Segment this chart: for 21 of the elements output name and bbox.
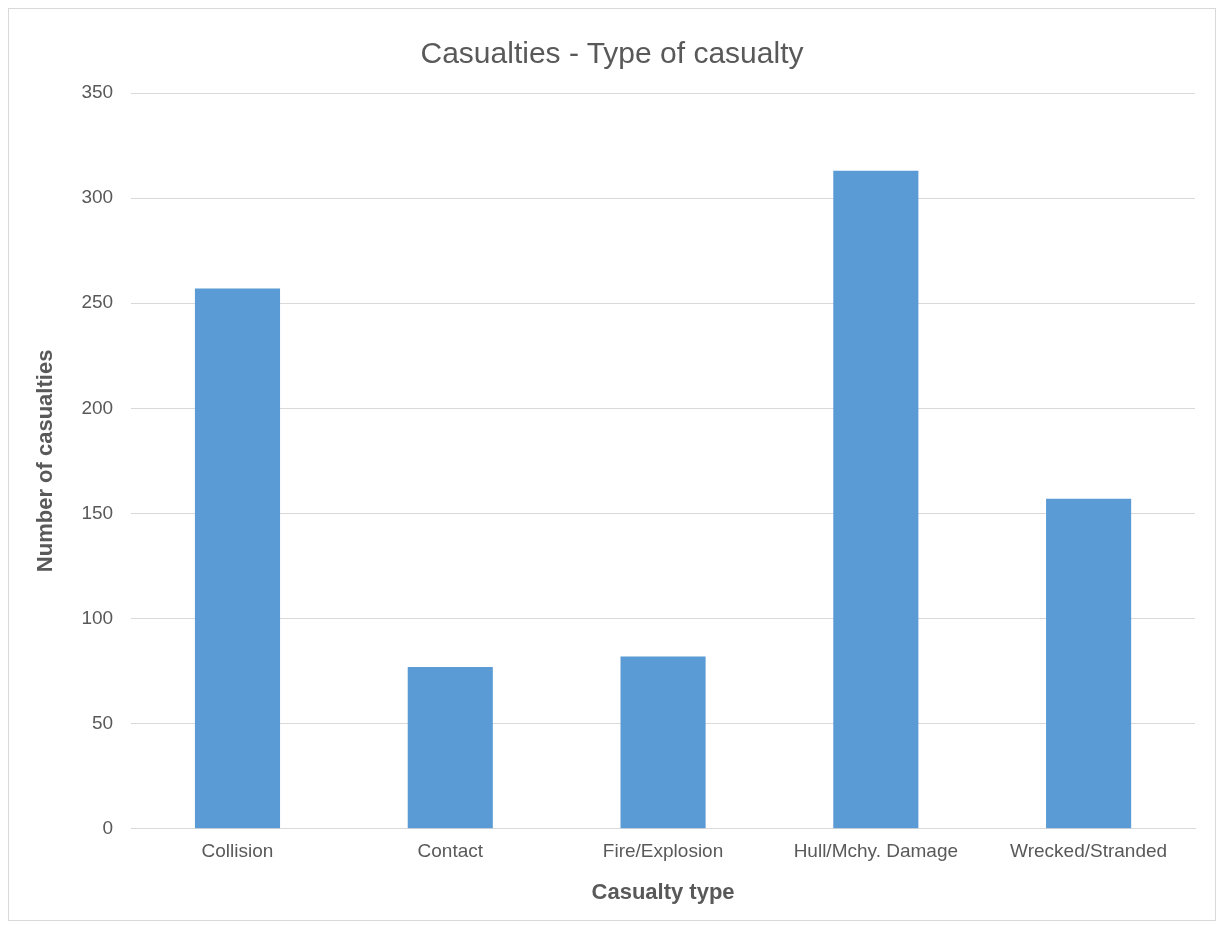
bar (620, 656, 706, 829)
y-tick-label: 300 (81, 186, 114, 208)
y-tick-label: 350 (81, 81, 114, 103)
bar (833, 170, 919, 829)
chart-title: Casualties - Type of casualty (420, 36, 804, 70)
y-tick-label: 100 (81, 606, 114, 628)
y-tick-label: 200 (81, 396, 114, 418)
y-tick-label: 250 (81, 291, 114, 313)
x-tick-label: Contact (417, 840, 484, 862)
bar (1046, 498, 1132, 829)
x-tick-label: Hull/Mchy. Damage (793, 840, 959, 862)
x-tick-label: Fire/Explosion (602, 840, 724, 862)
x-axis-title: Casualty type (591, 878, 735, 904)
y-axis-title: Number of casualties (32, 349, 58, 573)
bar (407, 666, 493, 829)
x-tick-label: Wrecked/Stranded (1010, 840, 1168, 862)
bar (194, 288, 281, 829)
x-tick-label: Collision (201, 840, 274, 862)
y-tick-label: 150 (81, 501, 114, 523)
y-tick-label: 50 (91, 711, 114, 733)
y-tick-label: 0 (102, 817, 114, 839)
